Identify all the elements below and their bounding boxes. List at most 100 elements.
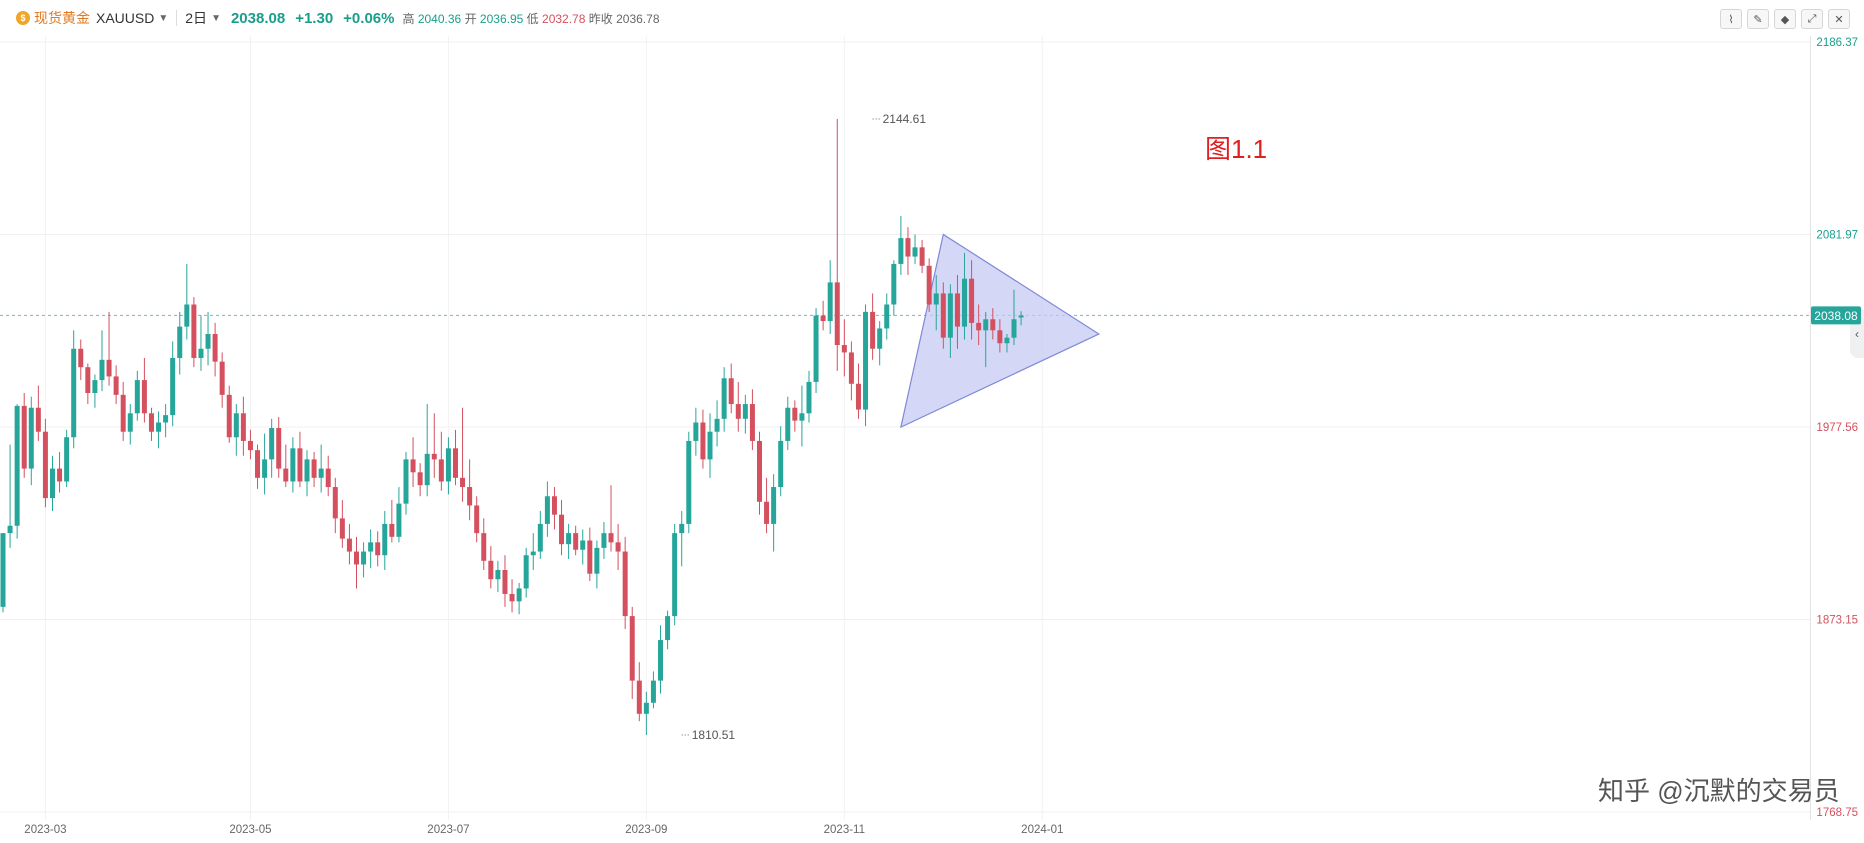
candle-body xyxy=(120,394,126,432)
low-marker-label: 1810.51 xyxy=(692,728,736,742)
close-icon[interactable]: ✕ xyxy=(1828,9,1850,29)
candle-body xyxy=(99,359,105,381)
interval-select[interactable]: 2日 xyxy=(185,10,208,26)
candle-body xyxy=(28,407,34,469)
date-tick-label: 2023-09 xyxy=(625,824,667,836)
candle-body xyxy=(665,616,671,641)
price-tick-label: 2186.37 xyxy=(1816,37,1858,49)
price-tick-label: 1768.75 xyxy=(1816,807,1858,819)
interval-dropdown-icon[interactable]: ▼ xyxy=(211,12,221,24)
gold-coin-icon: $ xyxy=(16,11,30,25)
candle-body xyxy=(64,437,70,482)
candle-body xyxy=(686,440,692,524)
candle-body xyxy=(820,315,826,322)
candle-body xyxy=(877,328,883,349)
high-label: 高 xyxy=(402,11,415,26)
candle-body xyxy=(85,367,91,394)
candle-body xyxy=(354,551,359,565)
candle-body xyxy=(396,503,402,537)
candle-body xyxy=(891,263,897,305)
candle-body xyxy=(735,404,741,419)
candle-body xyxy=(580,540,586,550)
candle-body xyxy=(650,680,656,703)
candle-body xyxy=(495,570,501,580)
candle-body xyxy=(212,333,218,362)
low-value: 2032.78 xyxy=(542,11,586,26)
candle-body xyxy=(417,472,423,486)
symbol-header: $ 现货黄金 XAUUSD ▼ 2日 ▼ 2038.08 +1.30 +0.06… xyxy=(0,0,1864,36)
figure-annotation: 图1.1 xyxy=(1205,134,1267,164)
candle-body xyxy=(962,278,968,327)
draw-icon[interactable]: ✎ xyxy=(1747,9,1769,29)
date-tick-label: 2023-05 xyxy=(229,824,271,836)
symbol-name-cn[interactable]: 现货黄金 xyxy=(34,10,90,26)
candle-body xyxy=(290,448,296,482)
settings-icon[interactable]: ◆ xyxy=(1774,9,1796,29)
candle-body xyxy=(537,523,543,552)
candle-body xyxy=(71,348,77,438)
candle-body xyxy=(672,533,678,617)
candle-body xyxy=(785,407,791,441)
candle-body xyxy=(134,380,140,414)
candle-body xyxy=(898,238,904,264)
candle-body xyxy=(42,431,48,499)
price-axis[interactable] xyxy=(1810,36,1864,820)
candle-body xyxy=(622,551,628,617)
candle-body xyxy=(127,413,133,432)
candle-body xyxy=(410,459,416,473)
fullscreen-icon[interactable]: ⤢ xyxy=(1801,9,1823,29)
candle-body xyxy=(452,448,458,478)
candle-body xyxy=(177,326,183,358)
candle-body xyxy=(368,542,374,552)
candle-body xyxy=(148,413,154,432)
candle-body xyxy=(339,518,345,539)
candle-body xyxy=(21,405,27,469)
candle-body xyxy=(771,487,777,524)
candle-body xyxy=(205,333,211,349)
candle-body xyxy=(976,322,982,331)
candle-body xyxy=(474,505,480,534)
candle-body xyxy=(615,542,621,552)
candle-body xyxy=(460,477,466,488)
candle-body xyxy=(269,428,275,460)
candle-body xyxy=(884,304,890,329)
candle-body xyxy=(78,348,84,368)
price-change: +1.30 xyxy=(295,9,334,27)
candle-body xyxy=(389,523,395,537)
candle-body xyxy=(106,359,112,377)
symbol-ticker[interactable]: XAUUSD xyxy=(96,10,155,26)
candle-body xyxy=(764,501,770,524)
candle-body xyxy=(947,293,953,338)
candle-body xyxy=(601,533,607,548)
price-tick-label: 1977.56 xyxy=(1816,422,1858,434)
indicator-icon[interactable]: ⌇ xyxy=(1720,9,1742,29)
candle-body xyxy=(226,394,232,438)
candle-body xyxy=(1018,315,1024,318)
candle-body xyxy=(141,380,147,414)
candle-body xyxy=(424,453,430,486)
date-tick-label: 2023-03 xyxy=(24,824,66,836)
candle-body xyxy=(325,468,331,488)
candle-body xyxy=(262,459,268,478)
candle-body xyxy=(1011,319,1017,338)
candle-body xyxy=(707,431,713,460)
candle-body xyxy=(156,422,162,432)
candle-body xyxy=(905,238,911,257)
candle-body xyxy=(516,588,522,602)
candle-body xyxy=(749,404,755,441)
candle-body xyxy=(530,551,536,556)
candle-body xyxy=(714,418,720,432)
symbol-dropdown-icon[interactable]: ▼ xyxy=(158,12,169,24)
candle-body xyxy=(35,407,41,432)
candle-body xyxy=(14,405,20,526)
candle-body xyxy=(954,293,960,327)
candle-body xyxy=(255,450,261,478)
candle-body xyxy=(658,640,664,681)
date-tick-label: 2024-01 xyxy=(1021,824,1063,836)
open-value: 2036.95 xyxy=(479,11,524,26)
candle-body xyxy=(594,547,600,574)
candle-body xyxy=(834,282,840,346)
candle-body xyxy=(191,304,197,358)
candle-body xyxy=(636,680,642,714)
